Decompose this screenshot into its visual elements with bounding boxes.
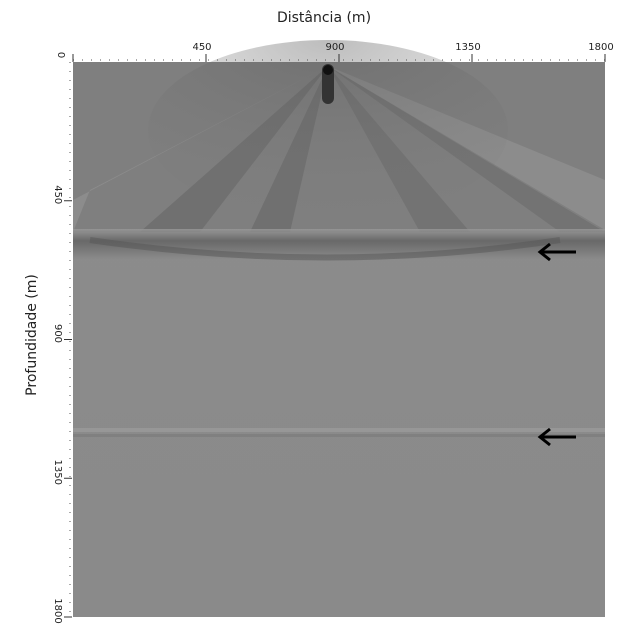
y-tick-label: 450 [52, 185, 63, 204]
y-tick-label: 900 [52, 324, 63, 343]
x-tick-label: 0 [55, 52, 66, 58]
y-tick-label: 1350 [52, 460, 63, 485]
seismic-image [73, 40, 605, 617]
y-axis-label: Profundidade (m) [24, 274, 40, 396]
arrows [537, 242, 576, 447]
x-tick-label: 450 [192, 42, 211, 53]
x-tick-label: 1800 [588, 42, 613, 53]
x-tick-label: 900 [325, 42, 344, 53]
y-tick-label: 1800 [52, 598, 63, 623]
x-tick-label: 1350 [455, 42, 480, 53]
x-axis-label: Distância (m) [277, 10, 371, 26]
